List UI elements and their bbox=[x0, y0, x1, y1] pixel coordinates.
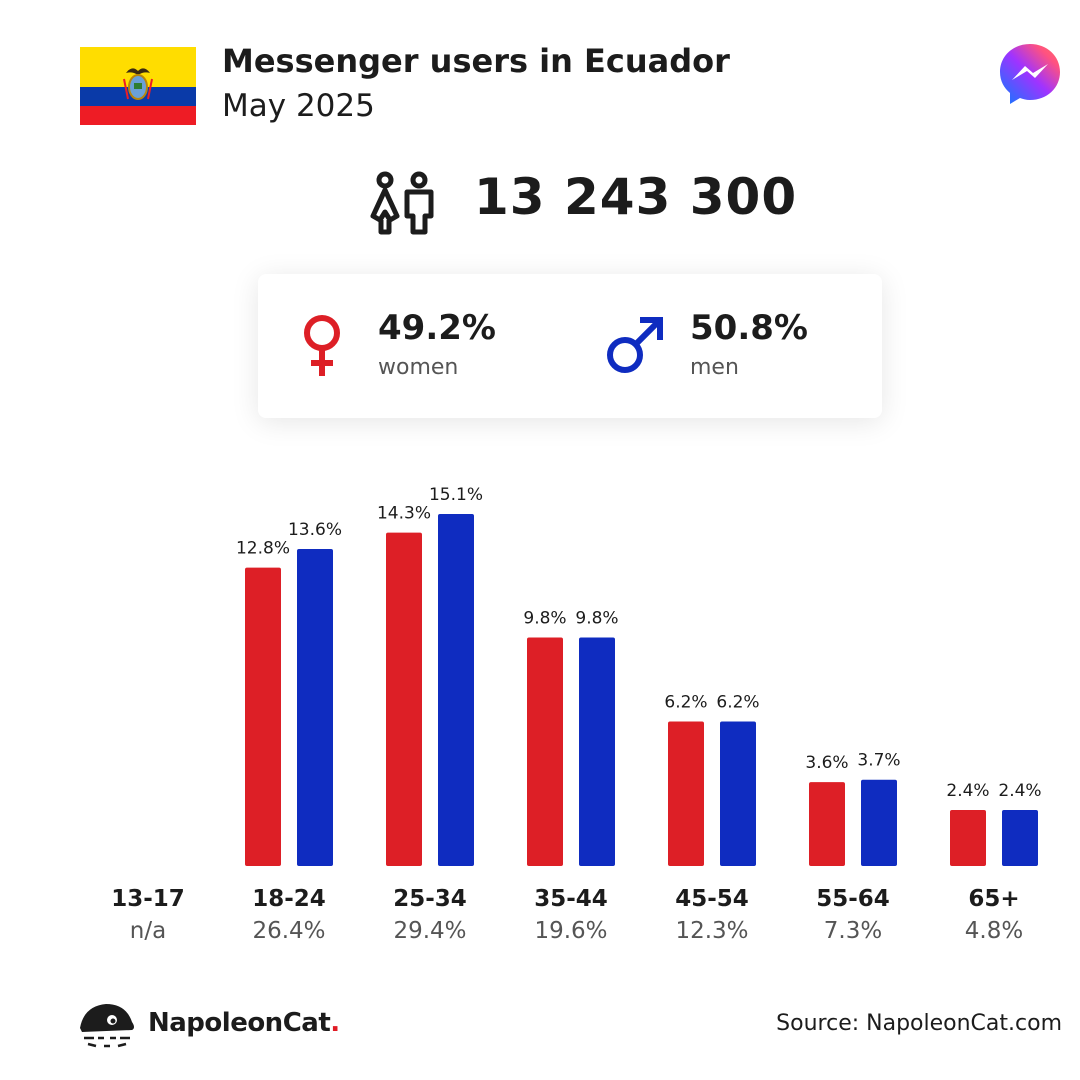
women-label: women bbox=[378, 355, 459, 380]
source-note: Source: NapoleonCat.com bbox=[776, 1011, 1062, 1036]
men-percentage: 50.8% bbox=[690, 308, 808, 348]
female-icon bbox=[304, 315, 340, 376]
ecuador-flag bbox=[80, 47, 196, 125]
bar-women-18-24 bbox=[245, 567, 281, 866]
men-label: men bbox=[690, 355, 739, 380]
x-tick-label: 35-44 bbox=[534, 886, 608, 912]
coat-of-arms-icon bbox=[123, 68, 153, 100]
x-tick-label: 25-34 bbox=[393, 886, 467, 912]
bar-women-65+ bbox=[950, 810, 986, 866]
users-icon bbox=[370, 171, 434, 235]
gender-split-card bbox=[258, 274, 882, 418]
bar-men-18-24 bbox=[297, 548, 333, 866]
bar-label-men-55-64: 3.7% bbox=[857, 751, 900, 771]
x-tick-total: 7.3% bbox=[824, 918, 882, 944]
x-tick-label: 18-24 bbox=[252, 886, 326, 912]
bar-women-45-54 bbox=[668, 721, 704, 866]
bar-label-women-35-44: 9.8% bbox=[523, 609, 566, 629]
x-tick-total: 26.4% bbox=[252, 918, 325, 944]
brand-dot: . bbox=[330, 1008, 340, 1038]
x-tick-label: 13-17 bbox=[111, 886, 185, 912]
messenger-logo-icon bbox=[1000, 44, 1060, 104]
bar-women-25-34 bbox=[386, 532, 422, 866]
x-tick-total: 12.3% bbox=[675, 918, 748, 944]
bar-women-55-64 bbox=[809, 782, 845, 866]
x-tick-total: 19.6% bbox=[534, 918, 607, 944]
brand-text: NapoleonCat bbox=[148, 1008, 331, 1038]
page-title: Messenger users in Ecuador bbox=[222, 42, 730, 80]
bar-label-men-18-24: 13.6% bbox=[288, 520, 342, 540]
bar-label-women-25-34: 14.3% bbox=[377, 504, 431, 524]
bar-label-women-55-64: 3.6% bbox=[805, 753, 848, 773]
total-users: 13 243 300 bbox=[474, 168, 798, 226]
bar-label-women-65+: 2.4% bbox=[946, 781, 989, 801]
napoleoncat-logo-icon bbox=[80, 1004, 134, 1048]
x-tick-total: 4.8% bbox=[965, 918, 1023, 944]
women-percentage: 49.2% bbox=[378, 308, 496, 348]
bar-label-men-65+: 2.4% bbox=[998, 781, 1041, 801]
x-tick-total: n/a bbox=[130, 918, 166, 944]
x-tick-total: 29.4% bbox=[393, 918, 466, 944]
bar-men-55-64 bbox=[861, 779, 897, 866]
x-tick-label: 55-64 bbox=[816, 886, 890, 912]
bar-label-women-45-54: 6.2% bbox=[664, 692, 707, 712]
bar-men-35-44 bbox=[579, 637, 615, 866]
x-tick-label: 65+ bbox=[968, 886, 1019, 912]
bar-label-men-45-54: 6.2% bbox=[716, 692, 759, 712]
bar-men-25-34 bbox=[438, 514, 474, 866]
age-gender-bar-chart: 13-17 n/a 12.8%13.6% 18-24 26.4% 14.3%15.1% 25… bbox=[111, 485, 1041, 944]
male-icon bbox=[607, 317, 663, 373]
bar-label-men-25-34: 15.1% bbox=[429, 485, 483, 505]
bar-label-men-35-44: 9.8% bbox=[575, 609, 618, 629]
page-subtitle: May 2025 bbox=[222, 88, 375, 124]
bar-women-35-44 bbox=[527, 637, 563, 866]
x-tick-label: 45-54 bbox=[675, 886, 749, 912]
bar-men-65+ bbox=[1002, 810, 1038, 866]
bar-label-women-18-24: 12.8% bbox=[236, 539, 290, 559]
bar-men-45-54 bbox=[720, 721, 756, 866]
brand-name: NapoleonCat. bbox=[148, 1008, 340, 1038]
